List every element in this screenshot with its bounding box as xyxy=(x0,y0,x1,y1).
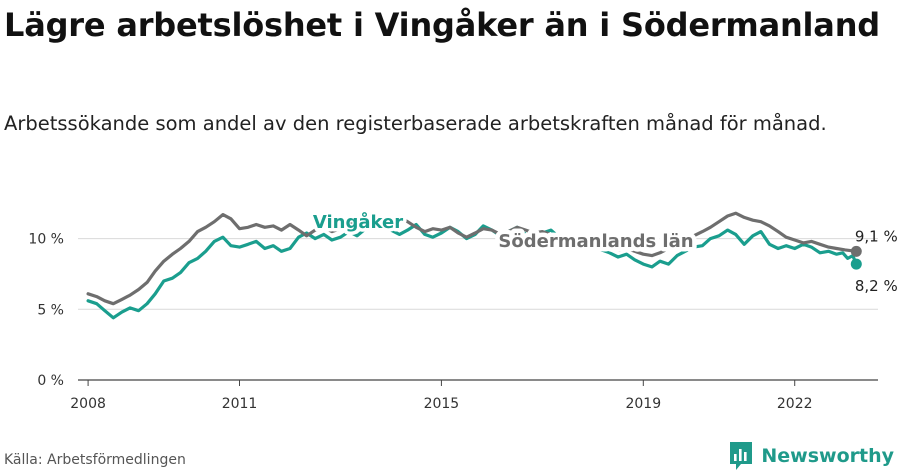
newsworthy-logo-icon xyxy=(730,442,753,470)
source-note: Källa: Arbetsförmedlingen xyxy=(4,452,186,468)
x-tick-label: 2011 xyxy=(222,396,258,412)
page-title: Lägre arbetslöshet i Vingåker än i Söder… xyxy=(4,6,880,44)
end-point-sodermanland xyxy=(850,245,862,257)
x-tick-label: 2019 xyxy=(625,396,661,412)
series-label-sodermanland: Södermanlands län xyxy=(498,231,693,252)
y-tick-label: 10 % xyxy=(28,232,64,248)
chart-subtitle: Arbetssökande som andel av den registerb… xyxy=(4,112,827,135)
brand: Newsworthy xyxy=(729,441,894,471)
series-label-vingaker: Vingåker xyxy=(313,211,403,233)
brand-name: Newsworthy xyxy=(761,445,894,467)
y-tick-label: 0 % xyxy=(37,373,64,389)
series-line-vingaker xyxy=(86,221,858,320)
x-tick-label: 2022 xyxy=(777,396,813,412)
x-tick-label: 2008 xyxy=(70,396,106,412)
x-tick-label: 2015 xyxy=(424,396,460,412)
end-point-vingaker xyxy=(850,258,862,270)
end-value-label-sodermanland: 9,1 % xyxy=(855,227,898,245)
end-value-label-vingaker: 8,2 % xyxy=(855,277,898,295)
series-line-sodermanland xyxy=(86,211,858,306)
y-tick-label: 5 % xyxy=(37,302,64,318)
